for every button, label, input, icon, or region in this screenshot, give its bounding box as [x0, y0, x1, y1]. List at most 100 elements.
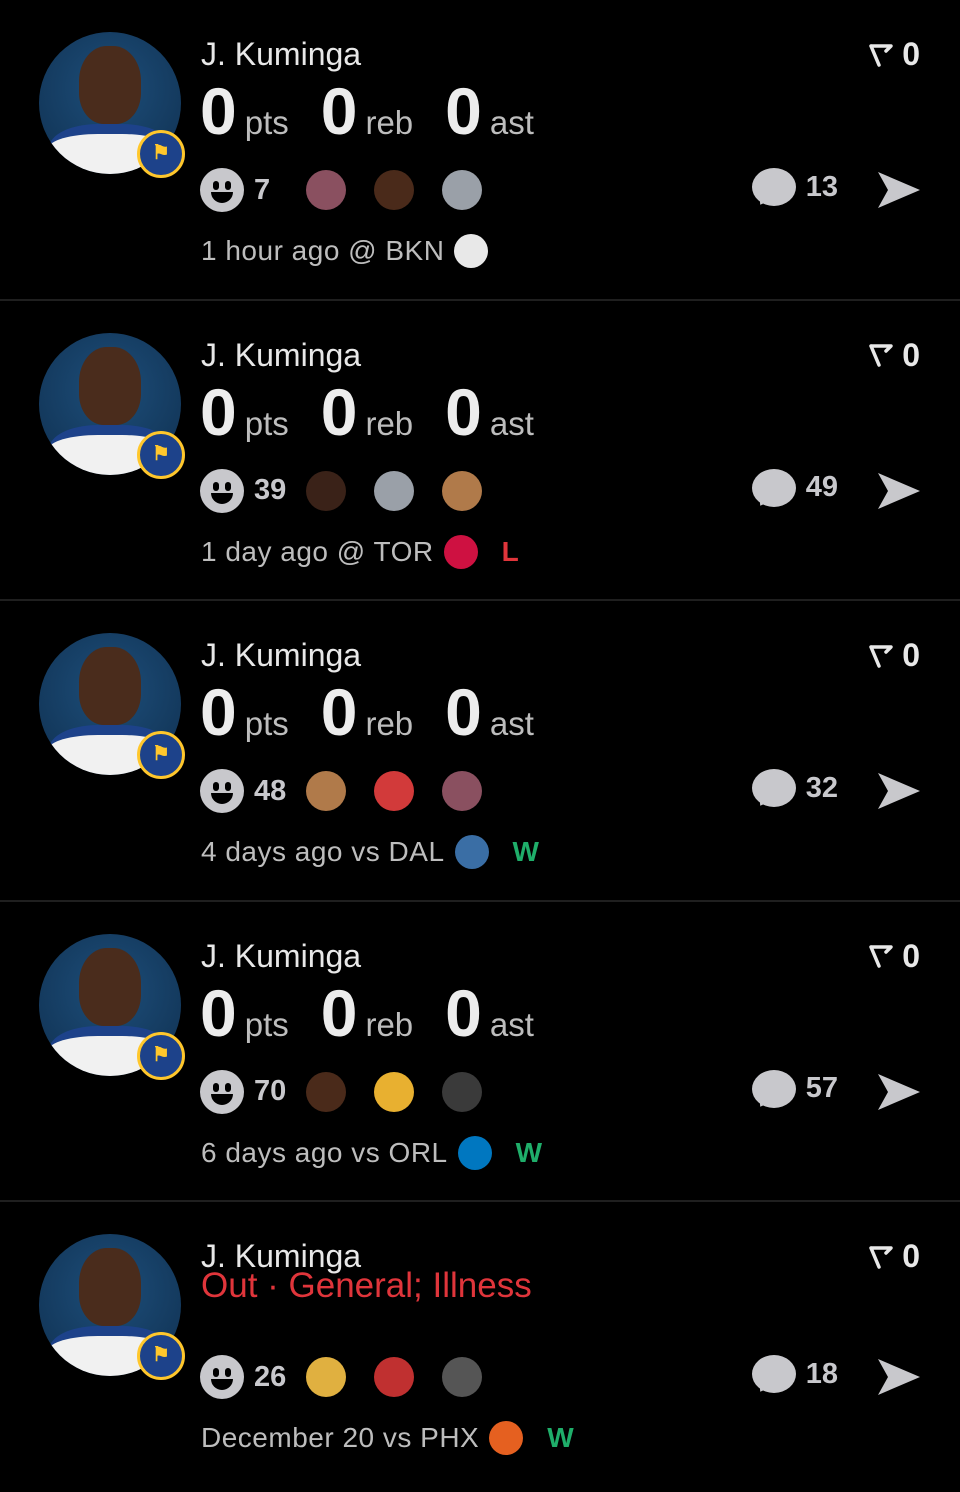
- game-time-opponent: 1 hour ago @ BKN: [201, 235, 445, 266]
- comment-bubble-icon: [751, 168, 796, 206]
- flag-button[interactable]: 0: [868, 938, 920, 975]
- points-label: pts: [244, 1005, 289, 1043]
- player-game-card[interactable]: ⚑ J. Kuminga 0 Out · General; Illness 26…: [0, 1202, 960, 1492]
- stat-line: 0 pts 0 reb 0 ast: [200, 379, 566, 445]
- game-time-opponent: December 20 vs PHX: [201, 1422, 480, 1453]
- comment-count: 49: [805, 471, 838, 503]
- reactions[interactable]: 7: [200, 168, 510, 212]
- add-reaction-smiley-icon[interactable]: [200, 769, 244, 813]
- player-game-card[interactable]: ⚑ J. Kuminga 0 0 pts 0 reb 0 ast 48 32 4 da…: [0, 601, 960, 902]
- reaction-count: 39: [254, 474, 287, 506]
- add-reaction-smiley-icon[interactable]: [200, 468, 244, 513]
- comments-button[interactable]: 13: [751, 168, 838, 206]
- raptors-logo-icon: [443, 534, 478, 569]
- comment-count: 57: [805, 1072, 838, 1104]
- rebounds-value: 0: [320, 374, 358, 449]
- goat-emoji-icon[interactable]: [442, 170, 482, 210]
- flag-button[interactable]: 0: [868, 36, 920, 73]
- flag-button[interactable]: 0: [868, 1238, 920, 1275]
- cookie-emoji-icon[interactable]: [442, 470, 482, 511]
- share-send-icon[interactable]: [876, 771, 922, 811]
- points-label: pts: [244, 404, 289, 442]
- man-at-desk-emoji-icon[interactable]: [442, 1071, 482, 1112]
- player-avatar[interactable]: [39, 32, 181, 174]
- assists-value: 0: [445, 675, 482, 749]
- comments-button[interactable]: 18: [751, 1355, 838, 1393]
- reactions[interactable]: 48: [200, 769, 510, 813]
- rebounds-value: 0: [320, 675, 358, 749]
- flag-icon: [869, 644, 893, 668]
- goat-emoji-icon[interactable]: [374, 470, 414, 511]
- man-portrait-emoji-icon[interactable]: [442, 1357, 482, 1397]
- player-name[interactable]: J. Kuminga: [201, 937, 362, 974]
- croatia-flag-emoji-icon[interactable]: [374, 1357, 414, 1397]
- stat-line: 0 pts 0 reb 0 ast: [200, 679, 566, 745]
- share-send-icon[interactable]: [876, 170, 922, 210]
- points-label: pts: [244, 104, 289, 141]
- player-game-card[interactable]: ⚑ J. Kuminga 0 0 pts 0 reb 0 ast 7 13 1 hou…: [0, 0, 960, 301]
- flag-icon: [869, 1245, 893, 1269]
- game-time-opponent: 4 days ago vs DAL: [201, 836, 445, 867]
- rebounds-value: 0: [320, 975, 358, 1050]
- comments-button[interactable]: 57: [751, 1069, 838, 1108]
- game-info[interactable]: 4 days ago vs DAL W: [201, 835, 539, 869]
- flag-button[interactable]: 0: [868, 337, 920, 374]
- rolling-laughing-emoji-icon[interactable]: [306, 1357, 346, 1397]
- share-send-icon[interactable]: [876, 1357, 922, 1397]
- injury-status: Out · General; Illness: [201, 1266, 532, 1305]
- comment-bubble-icon: [751, 1069, 796, 1108]
- game-result: W: [515, 1136, 543, 1168]
- reactions[interactable]: 39: [200, 468, 510, 513]
- share-send-icon[interactable]: [876, 1072, 922, 1112]
- face-in-hands-emoji-icon[interactable]: [306, 1071, 346, 1112]
- face-in-hands-emoji-icon[interactable]: [374, 170, 414, 210]
- cookie-emoji-icon[interactable]: [306, 771, 346, 811]
- comment-bubble-icon: [751, 769, 796, 807]
- warriors-logo-icon: ⚑: [137, 130, 185, 178]
- reactions[interactable]: 70: [200, 1069, 510, 1114]
- flag-icon: [869, 43, 893, 67]
- comments-button[interactable]: 32: [751, 769, 838, 807]
- moai-lady-emoji-icon[interactable]: [306, 170, 346, 210]
- comment-count: 13: [805, 170, 838, 203]
- crying-face-emoji-icon[interactable]: [306, 470, 346, 511]
- comments-button[interactable]: 49: [751, 468, 838, 507]
- share-send-icon[interactable]: [876, 471, 922, 511]
- game-info[interactable]: December 20 vs PHX W: [201, 1421, 574, 1455]
- assists-value: 0: [445, 74, 482, 148]
- rebounds-value: 0: [320, 74, 358, 148]
- game-info[interactable]: 1 hour ago @ BKN: [201, 234, 512, 268]
- comment-bubble-icon: [751, 1355, 796, 1393]
- flag-count: 0: [902, 336, 920, 373]
- reaction-count: 48: [254, 774, 287, 807]
- game-info[interactable]: 1 day ago @ TOR L: [201, 534, 519, 569]
- warriors-logo-icon: ⚑: [137, 430, 185, 479]
- comment-count: 32: [805, 771, 838, 804]
- points-label: pts: [244, 705, 289, 742]
- warriors-logo-icon: ⚑: [137, 731, 185, 779]
- points-value: 0: [200, 74, 237, 148]
- santa-emoji-icon[interactable]: [374, 771, 414, 811]
- reactions[interactable]: 26: [200, 1355, 510, 1399]
- player-name[interactable]: J. Kuminga: [201, 336, 362, 373]
- assists-value: 0: [445, 975, 482, 1050]
- flag-button[interactable]: 0: [868, 637, 920, 674]
- game-info[interactable]: 6 days ago vs ORL W: [201, 1135, 543, 1170]
- thinking-face-emoji-icon[interactable]: [374, 1071, 414, 1112]
- add-reaction-smiley-icon[interactable]: [200, 1355, 244, 1399]
- player-name[interactable]: J. Kuminga: [201, 637, 362, 673]
- assists-label: ast: [489, 1005, 534, 1043]
- add-reaction-smiley-icon[interactable]: [200, 168, 244, 212]
- player-game-card[interactable]: ⚑ J. Kuminga 0 0 pts 0 reb 0 ast 70 57 6 da…: [0, 902, 960, 1202]
- player-name[interactable]: J. Kuminga: [201, 1238, 362, 1274]
- game-time-opponent: 1 day ago @ TOR: [201, 535, 434, 567]
- player-name[interactable]: J. Kuminga: [201, 36, 362, 72]
- add-reaction-smiley-icon[interactable]: [200, 1069, 244, 1114]
- player-game-card[interactable]: ⚑ J. Kuminga 0 0 pts 0 reb 0 ast 39 49 1 da…: [0, 301, 960, 601]
- moai-lady-emoji-icon[interactable]: [442, 771, 482, 811]
- reaction-count: 26: [254, 1360, 287, 1393]
- stat-line: 0 pts 0 reb 0 ast: [200, 78, 566, 144]
- assists-label: ast: [489, 705, 534, 742]
- mavericks-logo-icon: [454, 835, 489, 869]
